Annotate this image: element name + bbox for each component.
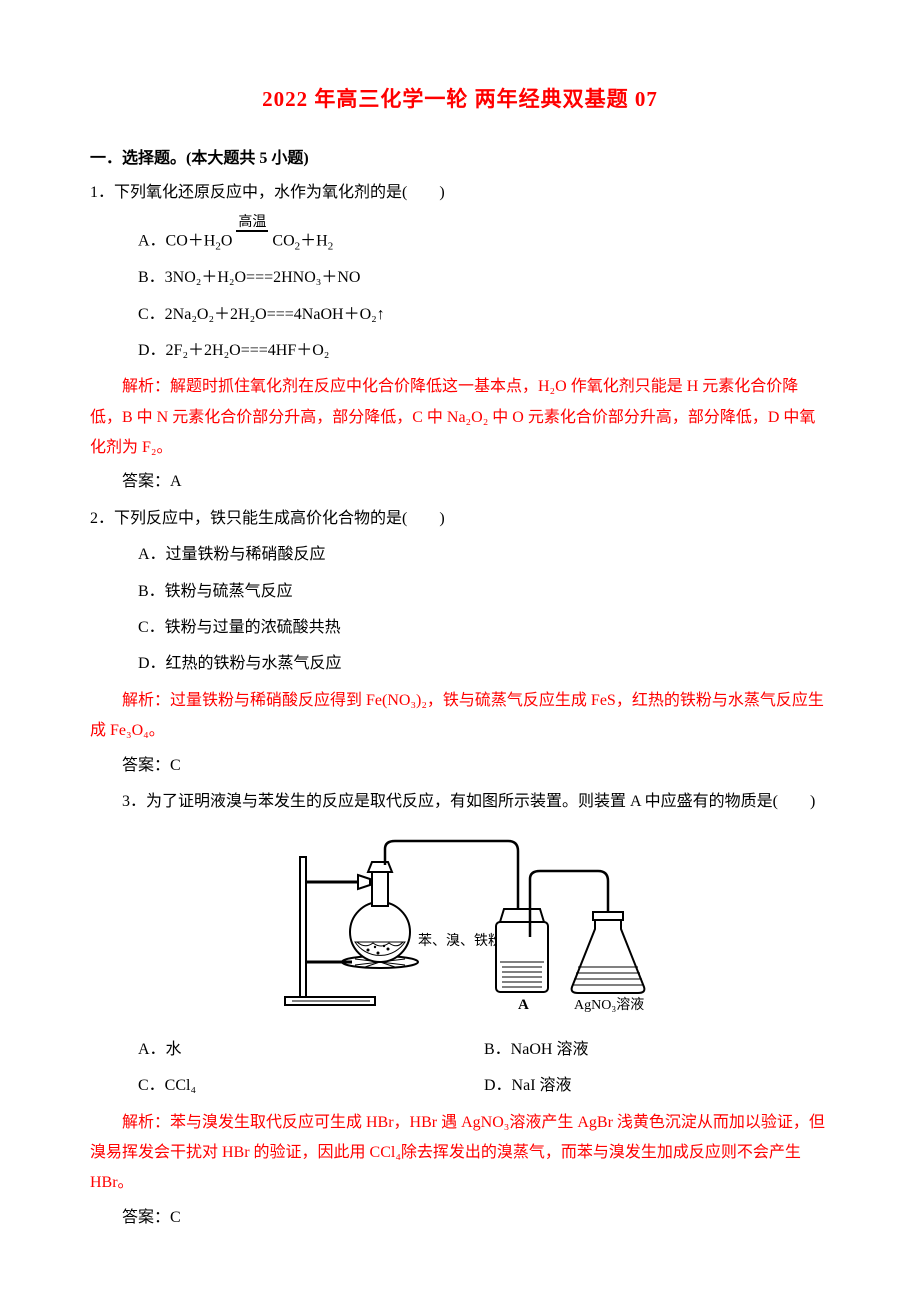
sub-2: 2 — [215, 240, 221, 252]
reaction-condition: 高温 — [236, 215, 268, 248]
q3-figure: 苯、溴、铁粉 A AgNO₃溶液 — [90, 827, 830, 1028]
q1-analysis: 解析：解题时抓住氧化剂在反应中化合价降低这一基本点，H₂O 作氧化剂只能是 H … — [90, 372, 830, 463]
q2-option-b: B．铁粉与硫蒸气反应 — [90, 577, 830, 607]
condition-bot — [236, 230, 268, 247]
q1-answer: 答案：A — [90, 467, 830, 497]
q2-analysis: 解析：过量铁粉与稀硝酸反应得到 Fe(NO₃)₂，铁与硫蒸气反应生成 FeS，红… — [90, 686, 830, 747]
q1-stem: 1．下列氧化还原反应中，水作为氧化剂的是( ) — [90, 178, 830, 208]
apparatus-svg: 苯、溴、铁粉 A AgNO₃溶液 — [260, 827, 660, 1017]
q1-option-d: D．2F₂＋2H₂O===4HF＋O₂ — [90, 336, 830, 366]
q3-stem: 3．为了证明液溴与苯发生的反应是取代反应，有如图所示装置。则装置 A 中应盛有的… — [90, 787, 830, 817]
q2-option-a: A．过量铁粉与稀硝酸反应 — [90, 540, 830, 570]
q3-row-ab: A．水 B．NaOH 溶液 — [90, 1035, 830, 1065]
flask-label: 苯、溴、铁粉 — [418, 932, 502, 949]
sub-2c: 2 — [328, 240, 334, 252]
q3-option-a: A．水 — [138, 1035, 484, 1065]
q3-answer: 答案：C — [90, 1203, 830, 1233]
q1-a-tail: ＋H — [300, 232, 328, 249]
q3-row-cd: C．CCl₄ D．NaI 溶液 — [90, 1071, 830, 1101]
q2-option-d: D．红热的铁粉与水蒸气反应 — [90, 649, 830, 679]
bottle-a-label: A — [518, 997, 529, 1013]
q3-option-c: C．CCl₄ — [138, 1071, 484, 1101]
q2-stem: 2．下列反应中，铁只能生成高价化合物的是( ) — [90, 504, 830, 534]
q1-option-b: B．3NO₂＋H₂O===2HNO₃＋NO — [90, 263, 830, 293]
beaker-label: AgNO₃溶液 — [574, 997, 644, 1013]
page-title: 2022 年高三化学一轮 两年经典双基题 07 — [90, 80, 830, 120]
q3-option-b: B．NaOH 溶液 — [484, 1035, 830, 1065]
q3-option-d: D．NaI 溶液 — [484, 1071, 830, 1101]
condition-top: 高温 — [236, 215, 268, 230]
q1-option-a: A．CO＋H2O 高温 CO2＋H2 — [90, 215, 830, 257]
q2-answer: 答案：C — [90, 751, 830, 781]
section-heading: 一．选择题。(本大题共 5 小题) — [90, 144, 830, 174]
q3-analysis: 解析：苯与溴发生取代反应可生成 HBr，HBr 遇 AgNO₃溶液产生 AgBr… — [90, 1108, 830, 1199]
q1-a-post: CO — [272, 232, 294, 249]
q1-option-c: C．2Na₂O₂＋2H₂O===4NaOH＋O₂↑ — [90, 300, 830, 330]
q2-option-c: C．铁粉与过量的浓硫酸共热 — [90, 613, 830, 643]
q1-a-pre: A．CO＋H — [138, 232, 215, 249]
